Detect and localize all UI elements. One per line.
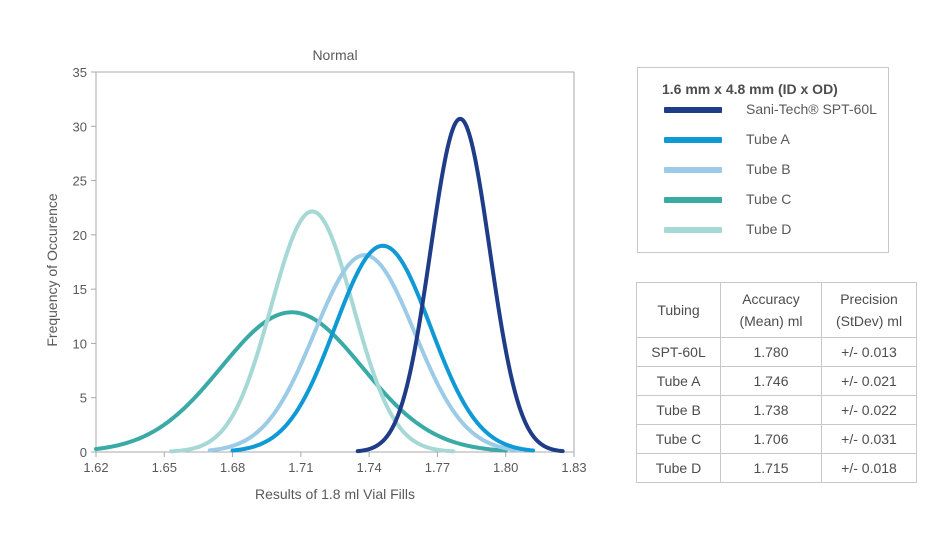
- legend-swatch: [664, 197, 722, 203]
- table-cell: +/- 0.013: [821, 337, 917, 367]
- table-row: SPT-60L 1.780 +/- 0.013: [636, 337, 917, 367]
- series-line-tube-b: [207, 253, 522, 453]
- series-line-tube-c: [94, 310, 508, 453]
- x-tick-label: 1.74: [356, 460, 381, 475]
- y-tick-label: 30: [73, 119, 87, 134]
- legend-label: Tube C: [746, 191, 792, 207]
- table-cell: 1.746: [720, 366, 822, 396]
- table-cell: +/- 0.022: [821, 395, 917, 425]
- x-tick-label: 1.80: [493, 460, 518, 475]
- x-tick-label: 1.83: [561, 460, 586, 475]
- table-row: Tube A 1.746 +/- 0.021: [636, 366, 917, 396]
- distribution-curves: [94, 116, 565, 454]
- legend-label: Sani-Tech® SPT-60L: [746, 101, 877, 117]
- series-line-sani-tech-spt-60l: [355, 116, 565, 454]
- legend-swatch: [664, 137, 722, 143]
- table-cell: +/- 0.031: [821, 424, 917, 454]
- x-axis-label: Results of 1.8 ml Vial Fills: [255, 486, 415, 502]
- table-cell: Tube D: [636, 453, 721, 483]
- header-accuracy: Accuracy (Mean) ml: [720, 282, 822, 338]
- y-tick-label: 10: [73, 336, 87, 351]
- table-header-row: Tubing Accuracy (Mean) ml Precision (StD…: [636, 282, 917, 338]
- table-cell: 1.780: [720, 337, 822, 367]
- legend: 1.6 mm x 4.8 mm (ID x OD) Sani-Tech® SPT…: [637, 67, 889, 253]
- y-tick-label: 25: [73, 174, 87, 189]
- legend-title: 1.6 mm x 4.8 mm (ID x OD): [662, 81, 838, 97]
- y-tick-label: 5: [80, 391, 87, 406]
- legend-item: Sani-Tech® SPT-60L: [664, 100, 884, 120]
- chart-title: Normal: [312, 47, 357, 63]
- table-row: Tube D 1.715 +/- 0.018: [636, 453, 917, 483]
- table-cell: Tube B: [636, 395, 721, 425]
- legend-label: Tube B: [746, 161, 791, 177]
- table-cell: 1.706: [720, 424, 822, 454]
- table-cell: 1.738: [720, 395, 822, 425]
- legend-item: Tube B: [664, 160, 884, 180]
- y-tick-label: 35: [73, 65, 87, 80]
- table-cell: +/- 0.018: [821, 453, 917, 483]
- legend-swatch: [664, 107, 722, 113]
- legend-swatch: [664, 167, 722, 173]
- y-tick-label: 15: [73, 282, 87, 297]
- legend-label: Tube D: [746, 221, 792, 237]
- legend-item: Tube C: [664, 190, 884, 210]
- y-tick-label: 0: [80, 445, 87, 460]
- series-line-tube-d: [169, 209, 456, 454]
- header-tubing: Tubing: [636, 282, 721, 338]
- table-cell: SPT-60L: [636, 337, 721, 367]
- table-row: Tube B 1.738 +/- 0.022: [636, 395, 917, 425]
- x-tick-label: 1.62: [83, 460, 108, 475]
- table-cell: +/- 0.021: [821, 366, 917, 396]
- y-axis-label: Frequency of Occurence: [44, 193, 60, 347]
- x-tick-label: 1.77: [425, 460, 450, 475]
- header-precision: Precision (StDev) ml: [821, 282, 917, 338]
- table-cell: 1.715: [720, 453, 822, 483]
- x-tick-label: 1.68: [220, 460, 245, 475]
- series-line-tube-a: [230, 243, 536, 453]
- table-cell: Tube A: [636, 366, 721, 396]
- plot-frame: [95, 71, 575, 453]
- distribution-chart: Normal 1.62 1.65 1.68 1.71 1.74 1.77 1.80 1.83 0…: [44, 47, 587, 502]
- x-tick-label: 1.71: [288, 460, 313, 475]
- x-tick-label: 1.65: [152, 460, 177, 475]
- legend-item: Tube A: [664, 130, 884, 150]
- stats-table: Tubing Accuracy (Mean) ml Precision (StD…: [636, 282, 917, 483]
- table-cell: Tube C: [636, 424, 721, 454]
- legend-label: Tube A: [746, 131, 790, 147]
- legend-item: Tube D: [664, 220, 884, 240]
- axis-ticks: 1.62 1.65 1.68 1.71 1.74 1.77 1.80 1.83 0 5 10 15 20…: [73, 65, 587, 475]
- table-row: Tube C 1.706 +/- 0.031: [636, 424, 917, 454]
- legend-swatch: [664, 227, 722, 233]
- y-tick-label: 20: [73, 228, 87, 243]
